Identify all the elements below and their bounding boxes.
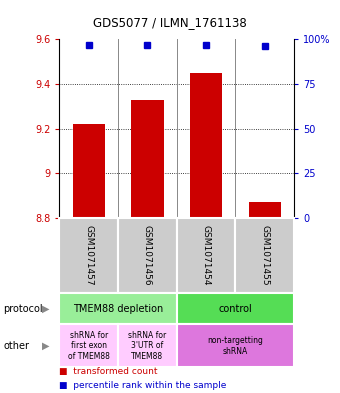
Bar [73,124,105,218]
Text: shRNA for
first exon
of TMEM88: shRNA for first exon of TMEM88 [68,331,110,361]
Text: GSM1071455: GSM1071455 [260,225,269,286]
Bar [235,218,294,293]
Text: GSM1071457: GSM1071457 [84,225,93,286]
Bar [177,293,294,324]
Text: control: control [219,303,252,314]
Text: TMEM88 depletion: TMEM88 depletion [73,303,163,314]
Bar [118,324,177,367]
Bar [177,324,294,367]
Text: non-targetting
shRNA: non-targetting shRNA [207,336,264,356]
Text: other: other [3,341,29,351]
Bar [118,218,177,293]
Bar [131,100,164,218]
Bar [59,218,118,293]
Text: ■  transformed count: ■ transformed count [59,367,158,376]
Text: protocol: protocol [3,303,43,314]
Text: ▶: ▶ [42,303,50,314]
Text: GSM1071456: GSM1071456 [143,225,152,286]
Bar [177,218,235,293]
Text: GDS5077 / ILMN_1761138: GDS5077 / ILMN_1761138 [93,17,247,29]
Text: ▶: ▶ [42,341,50,351]
Bar [59,293,177,324]
Bar [59,324,118,367]
Text: GSM1071454: GSM1071454 [202,225,210,286]
Bar [249,202,281,218]
Text: ■  percentile rank within the sample: ■ percentile rank within the sample [59,381,227,390]
Bar [190,73,222,218]
Text: shRNA for
3'UTR of
TMEM88: shRNA for 3'UTR of TMEM88 [129,331,167,361]
